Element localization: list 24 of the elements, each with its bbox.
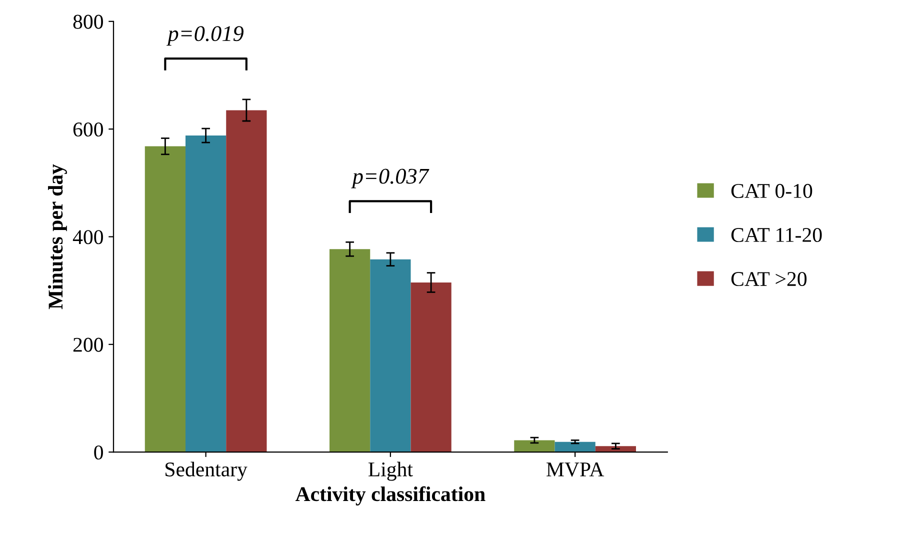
- x-tick-label: Sedentary: [166, 462, 248, 481]
- x-axis-title: Activity classification: [295, 486, 486, 506]
- y-tick-label: 0: [94, 445, 103, 460]
- bar: [330, 249, 370, 452]
- annotation: p=0.019: [166, 26, 244, 46]
- y-axis-title: Minutes per day: [48, 164, 67, 310]
- bar: [514, 440, 555, 452]
- y-tick-label: 400: [72, 230, 103, 244]
- y-tick-label: 600: [73, 122, 103, 136]
- bar: [370, 259, 411, 452]
- bar: [595, 446, 636, 452]
- x-tick-label: Light: [368, 462, 413, 481]
- legend-label: CAT >20: [731, 272, 807, 286]
- bar: [410, 282, 452, 452]
- y-tick-label: 800: [73, 14, 103, 29]
- bar: [554, 442, 596, 452]
- bar: [186, 136, 226, 452]
- y-tick-label: 200: [73, 338, 103, 352]
- annotation: p=0.037: [351, 168, 430, 188]
- x-tick-label: MVPA: [546, 462, 604, 477]
- legend-label: CAT 0-10: [731, 184, 812, 198]
- bar: [144, 146, 186, 452]
- legend-label: CAT 11-20: [731, 228, 822, 242]
- bar: [226, 110, 267, 452]
